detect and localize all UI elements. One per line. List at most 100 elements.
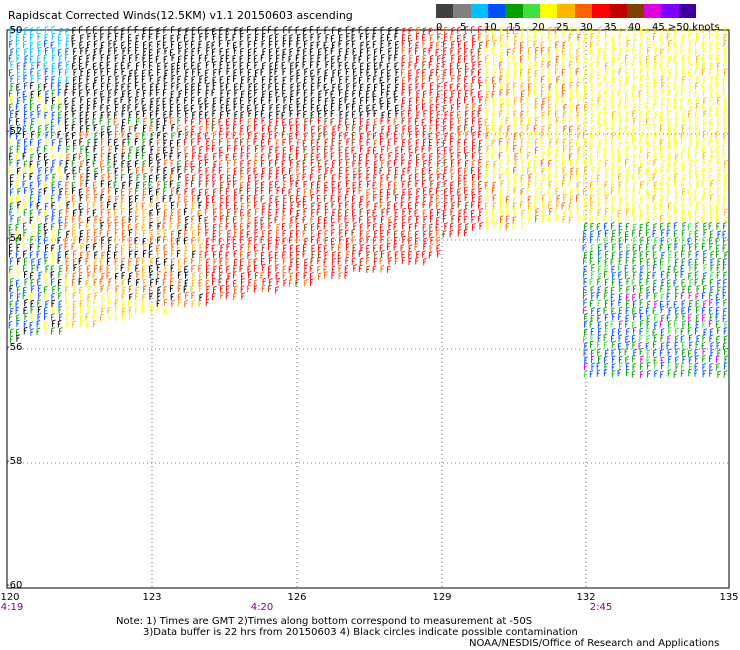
wind-barb: [16, 124, 21, 132]
wind-barb: [162, 88, 167, 97]
wind-barb: [486, 124, 490, 133]
wind-barb: [316, 60, 321, 69]
wind-barb: [283, 96, 288, 104]
wind-barb: [654, 55, 658, 63]
wind-barb: [316, 26, 321, 34]
wind-barb: [157, 40, 161, 48]
wind-barb: [262, 61, 266, 70]
wind-barb: [577, 40, 582, 49]
wind-barb: [310, 103, 315, 112]
wind-barb: [723, 61, 727, 70]
wind-barb: [541, 54, 546, 62]
wind-barb: [520, 41, 524, 49]
wind-barb: [485, 68, 490, 77]
wind-barb: [71, 123, 76, 132]
wind-barb: [416, 111, 420, 119]
wind-barb: [373, 62, 378, 70]
wind-barb: [443, 89, 448, 98]
legend-swatch: [557, 4, 576, 18]
wind-barb: [323, 83, 328, 91]
wind-barb: [373, 48, 378, 56]
wind-barb: [562, 41, 567, 49]
wind-barb: [548, 110, 552, 118]
wind-barb: [709, 68, 713, 76]
wind-barb: [688, 89, 693, 98]
wind-barb: [569, 81, 574, 90]
wind-barb: [164, 69, 169, 77]
wind-barb: [184, 104, 188, 112]
wind-barb: [114, 97, 119, 105]
wind-barb: [632, 95, 637, 104]
wind-barb: [353, 74, 357, 83]
wind-barb: [534, 75, 539, 84]
wind-barb: [708, 33, 713, 42]
wind-barb: [135, 46, 139, 55]
wind-barb: [583, 82, 588, 91]
wind-barb: [50, 118, 55, 126]
wind-barb: [24, 47, 28, 56]
wind-barb: [478, 25, 482, 34]
wind-barb: [44, 33, 49, 41]
wind-barb: [395, 40, 399, 49]
map-frame: [6, 29, 730, 589]
wind-barb: [254, 132, 259, 140]
wind-barb: [51, 25, 56, 34]
wind-barb: [92, 118, 97, 126]
wind-barb: [142, 104, 147, 112]
wind-barb: [365, 124, 370, 132]
wind-barb: [184, 125, 189, 133]
wind-barb: [444, 26, 448, 35]
lon-label: 129: [432, 592, 452, 603]
wind-barb: [66, 60, 70, 69]
wind-barb: [177, 109, 181, 118]
wind-barb: [688, 109, 692, 118]
legend-label: >50 knots: [668, 22, 720, 33]
wind-barb: [394, 95, 399, 104]
wind-barb: [247, 40, 252, 49]
wind-barb: [121, 27, 125, 35]
wind-barb: [128, 125, 133, 133]
wind-barb: [346, 123, 350, 132]
wind-barb: [296, 89, 301, 97]
wind-barb: [345, 89, 349, 98]
wind-barb: [696, 96, 700, 105]
wind-barb: [688, 27, 692, 35]
wind-barb: [568, 33, 573, 42]
wind-barb: [240, 32, 244, 41]
wind-barb: [694, 110, 699, 119]
wind-barb: [225, 104, 230, 112]
wind-barb: [108, 89, 112, 97]
wind-barb: [282, 89, 286, 98]
wind-barb: [569, 110, 574, 119]
wind-barb: [85, 118, 90, 126]
wind-barb: [143, 124, 147, 132]
wind-barb: [170, 34, 175, 42]
wind-barb: [135, 40, 139, 49]
pass-time-label: 4:20: [250, 602, 274, 613]
wind-barb: [415, 76, 420, 84]
wind-barb: [37, 131, 42, 139]
wind-barb: [239, 116, 244, 125]
wind-barb: [122, 54, 127, 63]
wind-barb: [30, 48, 34, 56]
wind-barb: [555, 88, 560, 97]
wind-barb: [547, 96, 552, 104]
wind-barb: [225, 83, 230, 91]
wind-barb: [373, 117, 378, 126]
wind-barb: [101, 74, 105, 83]
wind-barb: [521, 90, 525, 98]
wind-barb: [212, 61, 217, 69]
wind-barb: [289, 124, 294, 132]
wind-barb: [521, 103, 525, 111]
wind-barb: [688, 68, 692, 77]
wind-barb: [625, 68, 630, 77]
legend-swatch: [488, 4, 506, 18]
wind-barb: [682, 54, 686, 62]
wind-barb: [24, 55, 29, 63]
wind-barb: [520, 33, 525, 41]
wind-barb: [275, 33, 279, 41]
wind-barb: [681, 25, 685, 34]
wind-barb: [535, 116, 539, 125]
wind-barb: [674, 123, 678, 132]
wind-barb: [135, 53, 140, 62]
